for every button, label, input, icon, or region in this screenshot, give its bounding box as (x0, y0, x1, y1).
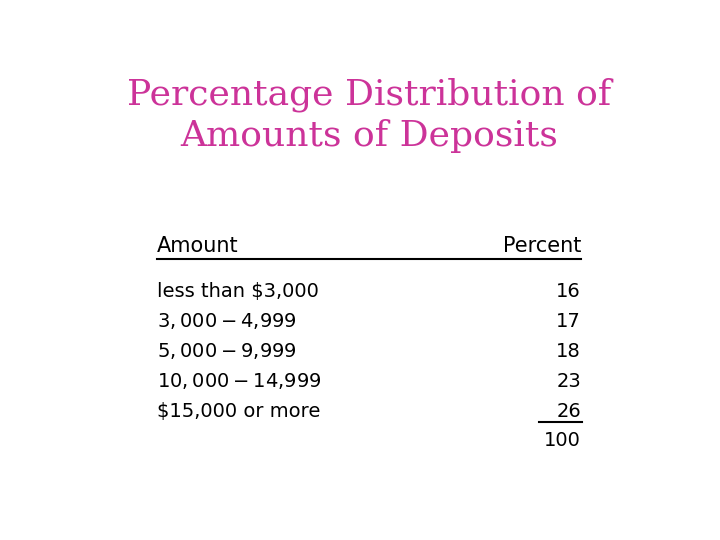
Text: $15,000 or more: $15,000 or more (157, 402, 320, 421)
Text: 100: 100 (544, 431, 581, 450)
Text: less than $3,000: less than $3,000 (157, 282, 319, 301)
Text: $10,000 - $14,999: $10,000 - $14,999 (157, 371, 322, 391)
Text: 16: 16 (557, 282, 581, 301)
Text: 18: 18 (557, 342, 581, 361)
Text: $3,000 - $4,999: $3,000 - $4,999 (157, 312, 297, 332)
Text: Percentage Distribution of
Amounts of Deposits: Percentage Distribution of Amounts of De… (127, 77, 611, 152)
Text: $5,000 - $9,999: $5,000 - $9,999 (157, 341, 297, 361)
Text: 23: 23 (557, 372, 581, 391)
Text: 26: 26 (557, 402, 581, 421)
Text: Percent: Percent (503, 236, 581, 256)
Text: Amount: Amount (157, 236, 238, 256)
Text: 17: 17 (557, 312, 581, 331)
